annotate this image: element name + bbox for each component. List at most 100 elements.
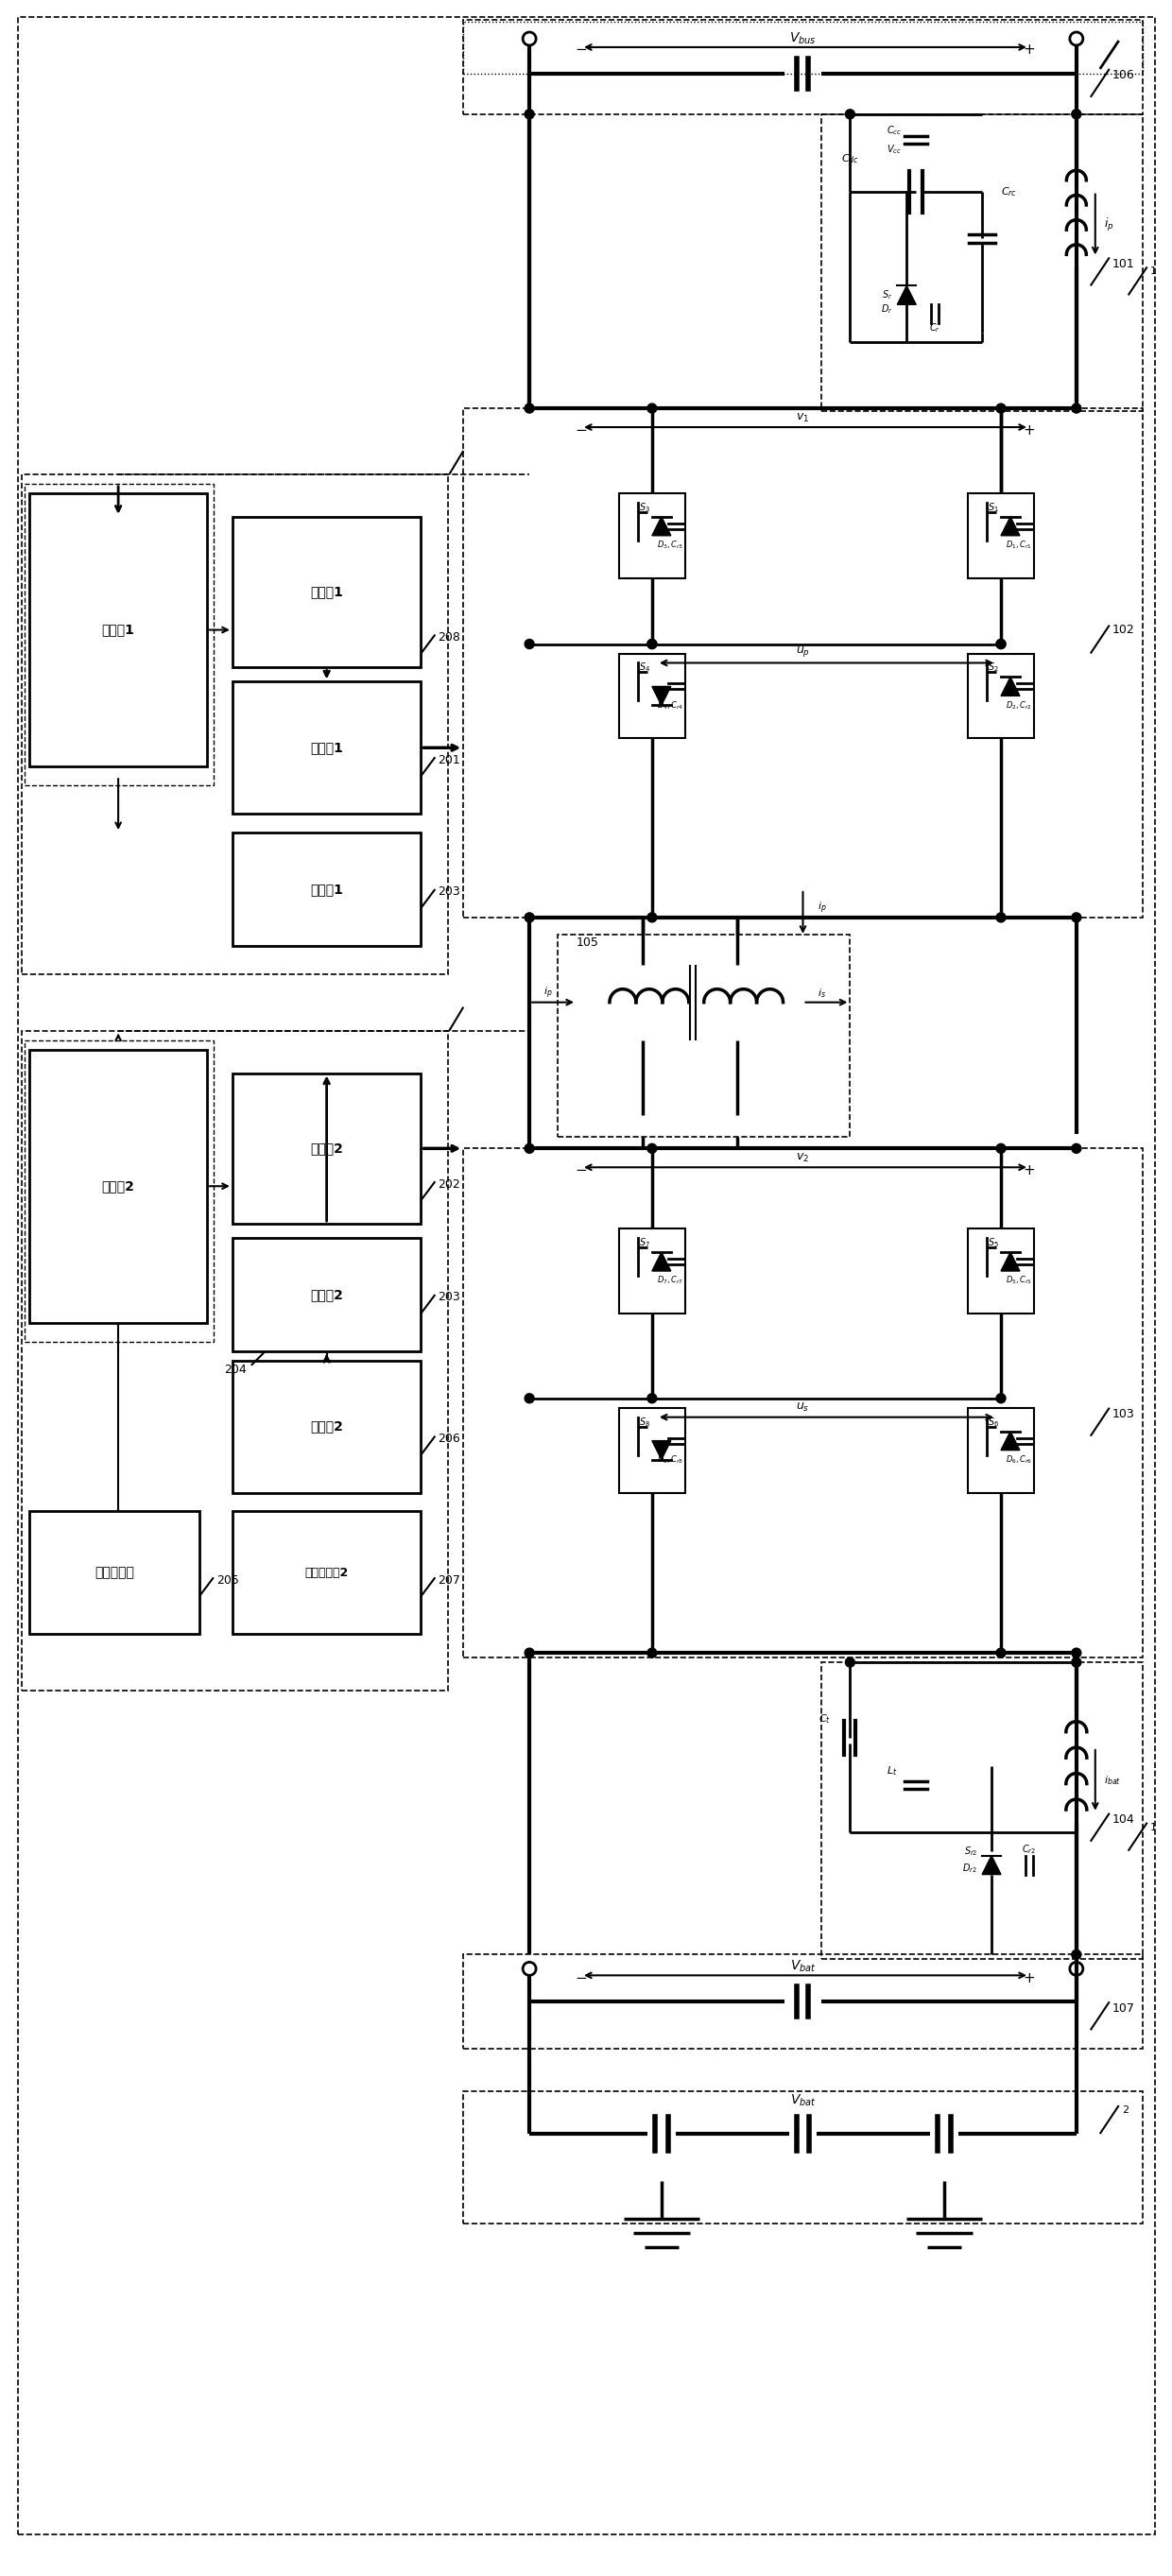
Bar bbox=[29, 492, 207, 768]
Circle shape bbox=[1071, 1649, 1081, 1656]
Text: $V_{bus}$: $V_{bus}$ bbox=[790, 31, 817, 46]
Text: 驱动器2: 驱动器2 bbox=[311, 1141, 343, 1154]
Text: 1: 1 bbox=[1150, 268, 1157, 276]
Polygon shape bbox=[1001, 518, 1020, 536]
Text: 206: 206 bbox=[438, 1432, 461, 1445]
Text: 驱动器1: 驱动器1 bbox=[311, 742, 343, 755]
Bar bbox=[619, 1229, 684, 1314]
Bar bbox=[463, 1955, 1143, 2048]
Text: 采样器1: 采样器1 bbox=[311, 884, 343, 896]
Text: $D_r$: $D_r$ bbox=[880, 304, 893, 317]
Bar bbox=[968, 654, 1034, 739]
Circle shape bbox=[647, 639, 656, 649]
Polygon shape bbox=[1001, 677, 1020, 696]
Text: 106: 106 bbox=[1112, 70, 1134, 82]
Bar bbox=[558, 935, 850, 1136]
Bar bbox=[619, 1406, 684, 1492]
Polygon shape bbox=[652, 1252, 670, 1270]
Circle shape bbox=[525, 108, 534, 118]
Bar bbox=[968, 1406, 1034, 1492]
Text: 105: 105 bbox=[577, 938, 599, 948]
Text: $S_4$: $S_4$ bbox=[639, 662, 650, 675]
Text: $D_1,C_{r1}$: $D_1,C_{r1}$ bbox=[1006, 538, 1033, 551]
Text: 互感量1: 互感量1 bbox=[102, 623, 135, 636]
Circle shape bbox=[525, 404, 534, 412]
Circle shape bbox=[996, 1649, 1006, 1656]
Text: $S_5$: $S_5$ bbox=[988, 1236, 999, 1249]
Polygon shape bbox=[1001, 1252, 1020, 1270]
Text: −: − bbox=[575, 44, 587, 57]
Text: 107: 107 bbox=[1112, 2002, 1134, 2014]
Text: $D_2,C_{r2}$: $D_2,C_{r2}$ bbox=[1006, 701, 1033, 711]
Text: 205: 205 bbox=[217, 1574, 239, 1587]
Text: 103: 103 bbox=[1112, 1409, 1134, 1419]
Text: $S_r$: $S_r$ bbox=[881, 289, 893, 301]
Polygon shape bbox=[652, 685, 670, 706]
Text: 控制器1: 控制器1 bbox=[311, 585, 343, 598]
Circle shape bbox=[647, 1144, 656, 1154]
Circle shape bbox=[1071, 108, 1081, 118]
Text: $S_3$: $S_3$ bbox=[639, 500, 650, 513]
Circle shape bbox=[525, 1394, 534, 1404]
Bar bbox=[619, 654, 684, 739]
Circle shape bbox=[525, 639, 534, 649]
Circle shape bbox=[647, 404, 656, 412]
Text: 频率控制器: 频率控制器 bbox=[95, 1566, 135, 1579]
Circle shape bbox=[1071, 1950, 1081, 1960]
Bar bbox=[232, 1360, 421, 1492]
Text: +: + bbox=[1023, 1162, 1035, 1177]
Text: +: + bbox=[1023, 1971, 1035, 1986]
Bar bbox=[232, 518, 421, 667]
Text: $u_s$: $u_s$ bbox=[796, 1401, 810, 1414]
Text: $i_p$: $i_p$ bbox=[544, 984, 553, 999]
Polygon shape bbox=[898, 286, 917, 304]
Text: 203: 203 bbox=[438, 886, 461, 899]
Bar bbox=[232, 1512, 421, 1633]
Text: 采样器2: 采样器2 bbox=[311, 1288, 343, 1301]
Circle shape bbox=[845, 1656, 854, 1667]
Bar bbox=[463, 21, 1143, 113]
Circle shape bbox=[996, 404, 1006, 412]
Text: $L_t$: $L_t$ bbox=[886, 1765, 898, 1777]
Bar bbox=[232, 683, 421, 814]
Text: $C_r$: $C_r$ bbox=[929, 322, 941, 335]
Text: $S_7$: $S_7$ bbox=[639, 1236, 650, 1249]
Text: $i_s$: $i_s$ bbox=[818, 987, 826, 999]
Text: $V_{cc}$: $V_{cc}$ bbox=[887, 142, 902, 155]
Bar bbox=[968, 1229, 1034, 1314]
Text: $i_p$: $i_p$ bbox=[1104, 216, 1115, 232]
Text: $D_8,C_{r8}$: $D_8,C_{r8}$ bbox=[656, 1453, 683, 1466]
Bar bbox=[22, 1030, 449, 1690]
Bar bbox=[822, 1662, 1143, 1960]
Bar bbox=[25, 1041, 213, 1342]
Text: 102: 102 bbox=[1112, 623, 1134, 636]
Bar bbox=[232, 832, 421, 945]
Text: $S_2$: $S_2$ bbox=[988, 662, 999, 675]
Circle shape bbox=[996, 1144, 1006, 1154]
Circle shape bbox=[647, 1394, 656, 1404]
Text: $S_1$: $S_1$ bbox=[988, 500, 999, 513]
Bar bbox=[25, 484, 213, 786]
Circle shape bbox=[996, 912, 1006, 922]
Circle shape bbox=[1071, 404, 1081, 412]
Circle shape bbox=[525, 1649, 534, 1656]
Text: −: − bbox=[575, 1971, 587, 1986]
Text: $v_1$: $v_1$ bbox=[796, 412, 810, 425]
Polygon shape bbox=[652, 518, 670, 536]
Text: −: − bbox=[575, 1162, 587, 1177]
Bar bbox=[619, 492, 684, 577]
Text: $S_6$: $S_6$ bbox=[988, 1414, 999, 1430]
Circle shape bbox=[1071, 1656, 1081, 1667]
Text: $u_p$: $u_p$ bbox=[796, 644, 810, 659]
Text: 104: 104 bbox=[1112, 1814, 1134, 1826]
Text: 201: 201 bbox=[438, 755, 461, 765]
Circle shape bbox=[647, 639, 656, 649]
Bar bbox=[463, 410, 1143, 917]
Circle shape bbox=[1071, 1144, 1081, 1154]
Circle shape bbox=[1071, 912, 1081, 922]
Circle shape bbox=[647, 912, 656, 922]
Text: 2: 2 bbox=[1122, 2105, 1129, 2115]
Text: $C_t$: $C_t$ bbox=[819, 1713, 831, 1726]
Text: $D_3,C_{r3}$: $D_3,C_{r3}$ bbox=[656, 538, 683, 551]
Circle shape bbox=[525, 1144, 534, 1154]
